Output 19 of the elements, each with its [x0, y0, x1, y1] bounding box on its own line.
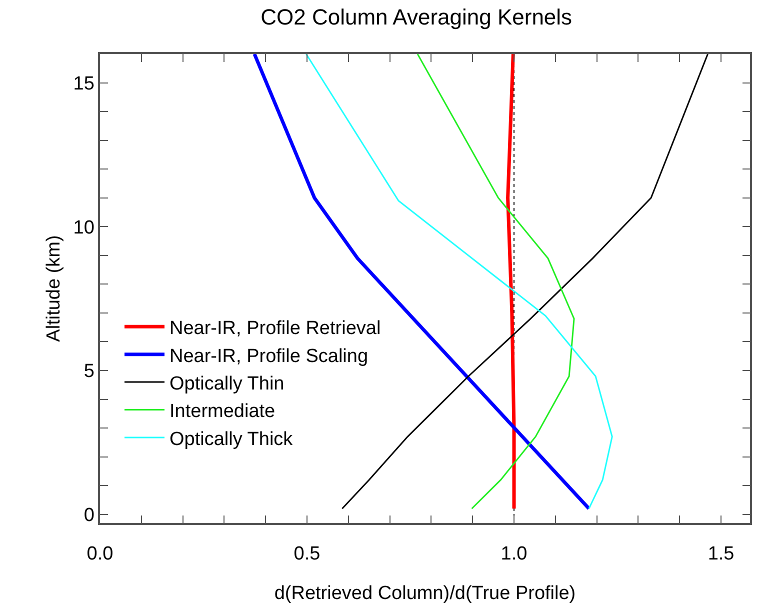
- x-axis-title: d(Retrieved Column)/d(True Profile): [274, 582, 576, 604]
- line-series: [506, 54, 516, 510]
- chart-title: CO2 Column Averaging Kernels: [260, 4, 572, 30]
- y-tick-label: 15: [73, 73, 94, 94]
- legend-label: Intermediate: [170, 401, 276, 422]
- x-tick-label: 1.5: [708, 544, 734, 565]
- line-series: [416, 54, 575, 510]
- y-axis-title: Altitude (km): [44, 235, 65, 342]
- legend-label: Near-IR, Profile Scaling: [170, 346, 368, 367]
- y-tick-label: 0: [84, 505, 94, 526]
- x-tick-label: 0.0: [86, 544, 114, 565]
- y-tick-label: 10: [73, 217, 94, 238]
- x-tick-label: 1.0: [500, 544, 528, 565]
- line-series: [305, 54, 613, 510]
- legend-label: Optically Thin: [170, 373, 284, 394]
- x-tick-label: 0.5: [294, 544, 320, 565]
- legend-label: Near-IR, Profile Retrieval: [170, 318, 381, 340]
- legend-label: Optically Thick: [170, 428, 294, 450]
- y-tick-label: 5: [84, 361, 94, 382]
